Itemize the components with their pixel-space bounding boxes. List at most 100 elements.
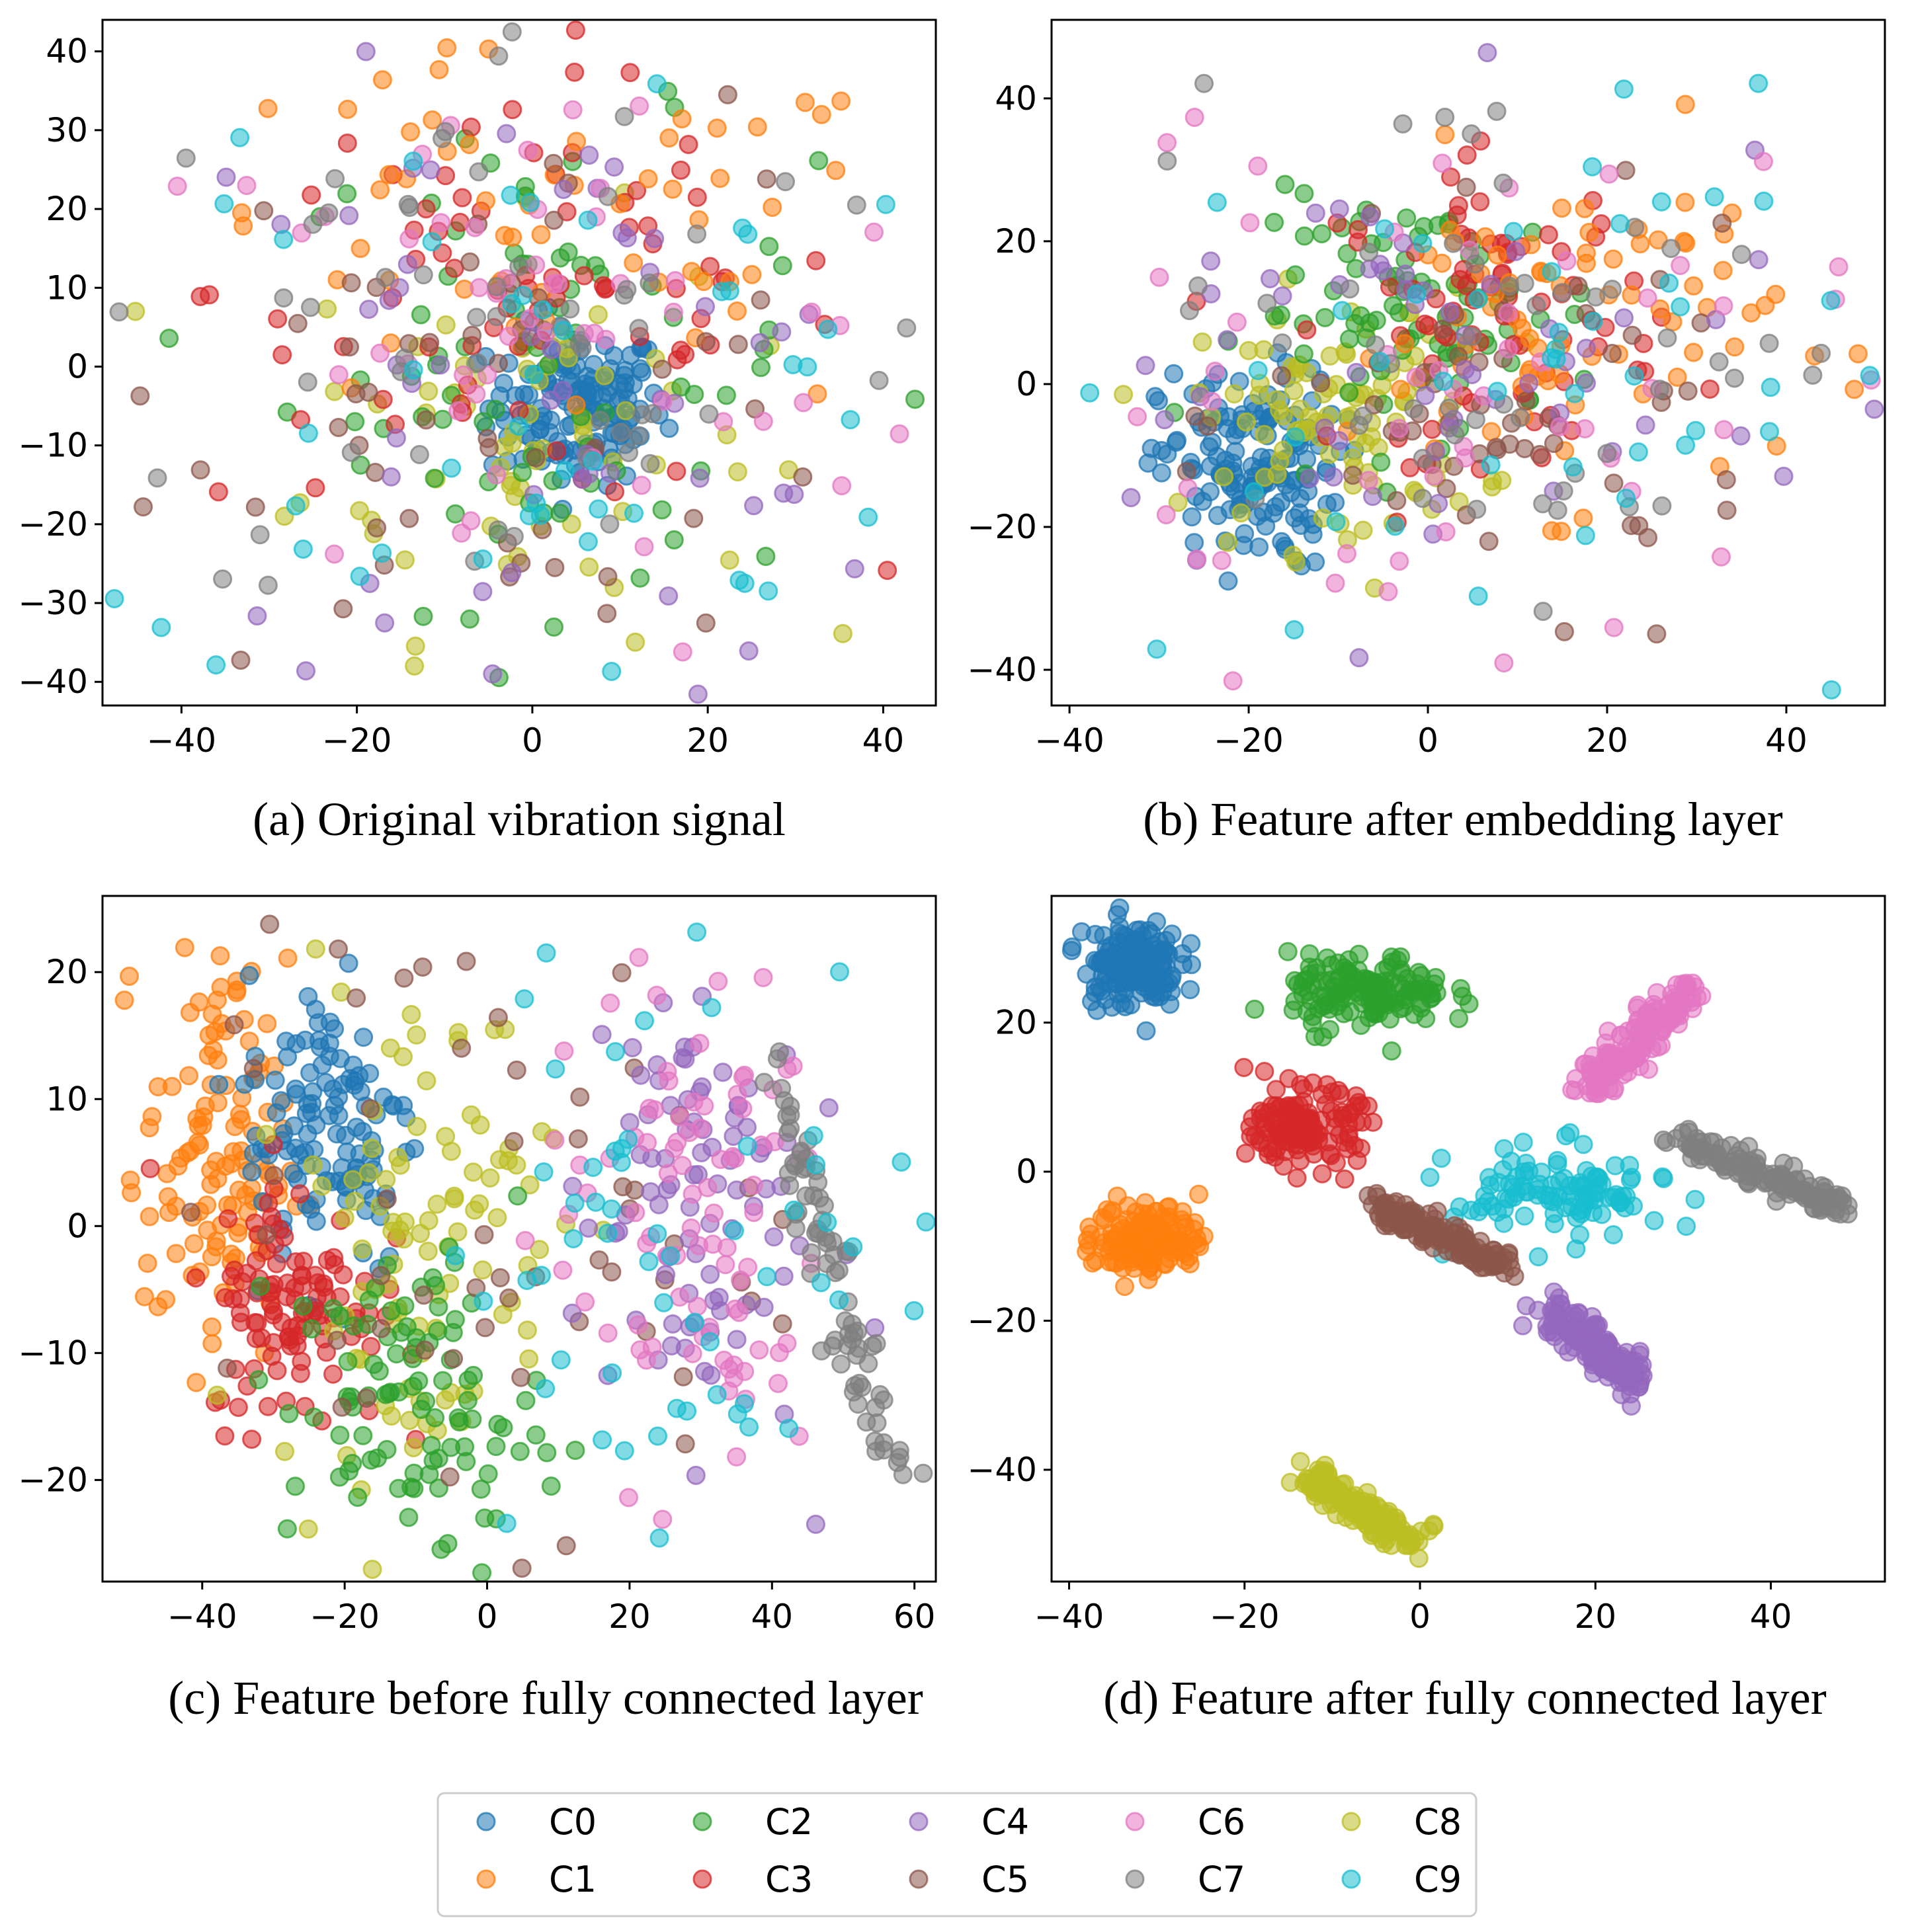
point-c5 — [394, 968, 414, 988]
point-c8 — [1218, 532, 1237, 552]
point-c6 — [1185, 108, 1204, 127]
point-c3 — [1335, 1169, 1354, 1189]
point-c2 — [751, 358, 770, 378]
point-c6 — [1202, 391, 1222, 411]
point-c4 — [541, 390, 561, 410]
point-c5 — [257, 1225, 276, 1245]
y-tick-label: −20 — [18, 1461, 88, 1499]
y-tick-label: 20 — [46, 190, 88, 228]
point-c6 — [708, 971, 728, 991]
point-c9 — [1860, 366, 1880, 385]
point-c9 — [1749, 73, 1768, 93]
point-c6 — [1378, 582, 1398, 602]
point-c8 — [720, 550, 739, 570]
point-c9 — [1754, 191, 1774, 211]
point-c6 — [575, 1292, 595, 1312]
point-c4 — [431, 355, 450, 375]
point-c8 — [1114, 385, 1134, 405]
point-c2 — [429, 1449, 448, 1469]
point-c6 — [1601, 1061, 1620, 1080]
point-c9 — [1481, 455, 1501, 475]
point-c1 — [1189, 1184, 1208, 1204]
point-c7 — [1366, 335, 1386, 355]
point-c3 — [1297, 320, 1317, 340]
point-c9 — [513, 286, 533, 305]
point-c4 — [1614, 308, 1634, 328]
point-c4 — [483, 664, 503, 684]
point-c9 — [1560, 1176, 1580, 1195]
point-c4 — [1315, 418, 1335, 438]
point-c5 — [332, 1397, 352, 1417]
point-c3 — [215, 1426, 235, 1446]
point-c2 — [338, 1351, 358, 1371]
point-c2 — [399, 1508, 419, 1527]
point-c9 — [1577, 1184, 1597, 1204]
point-c1 — [1630, 234, 1650, 254]
point-c9 — [546, 1059, 565, 1079]
point-c1 — [258, 99, 278, 118]
point-c5 — [327, 1330, 347, 1350]
point-c1 — [476, 191, 495, 211]
point-c7 — [640, 273, 659, 293]
point-c7 — [824, 1245, 844, 1265]
point-c9 — [583, 1158, 603, 1177]
point-c5 — [1311, 373, 1331, 393]
point-c8 — [1290, 399, 1310, 419]
point-c0 — [1182, 955, 1202, 975]
point-c9 — [1332, 301, 1352, 321]
point-c7 — [1767, 1191, 1786, 1211]
point-c7 — [629, 319, 649, 339]
point-c7 — [1709, 1150, 1729, 1170]
point-c8 — [345, 1191, 364, 1211]
point-c5 — [356, 1389, 376, 1408]
y-tick-label: −40 — [18, 663, 88, 701]
point-c7 — [831, 1354, 851, 1374]
point-c7 — [1725, 368, 1744, 388]
point-c9 — [1616, 489, 1636, 508]
point-c7 — [1404, 399, 1423, 419]
point-c8 — [1267, 464, 1287, 484]
point-c7 — [509, 257, 529, 276]
point-c6 — [545, 1130, 565, 1150]
point-c8 — [1320, 346, 1340, 366]
point-c2 — [1305, 1027, 1325, 1047]
point-c7 — [325, 169, 345, 188]
point-c1 — [663, 179, 683, 199]
point-c1 — [338, 99, 358, 119]
point-c0 — [1249, 537, 1269, 557]
point-c5 — [1647, 624, 1667, 644]
point-c1 — [437, 38, 457, 58]
point-c1 — [1725, 337, 1745, 357]
point-c7 — [617, 280, 637, 300]
point-c3 — [337, 134, 357, 153]
point-c7 — [786, 1219, 806, 1238]
point-c5 — [504, 1132, 524, 1151]
panel-b-axes: −40 −20 0 20 40 −40 −20 0 20 40 — [967, 79, 1807, 760]
point-c6 — [659, 1071, 679, 1091]
point-c8 — [1249, 385, 1269, 405]
point-c2 — [1406, 981, 1426, 1000]
panel-b-frame — [1050, 19, 1886, 707]
point-c3 — [1347, 1150, 1367, 1170]
point-c9 — [1624, 1196, 1643, 1216]
point-c0 — [267, 1103, 286, 1123]
point-c1 — [351, 239, 370, 259]
point-c6 — [1829, 257, 1849, 277]
point-c7 — [1759, 333, 1779, 353]
point-c8 — [588, 305, 608, 325]
point-c4 — [806, 1514, 825, 1534]
point-c5 — [1368, 1187, 1387, 1207]
point-c6 — [727, 1447, 747, 1467]
point-c6 — [726, 1299, 745, 1319]
point-c2 — [1327, 985, 1347, 1004]
point-c7 — [502, 22, 522, 42]
point-c9 — [1375, 219, 1395, 239]
point-c5 — [365, 463, 385, 482]
point-c5 — [456, 951, 476, 971]
point-c1 — [831, 91, 851, 111]
point-c5 — [371, 1318, 391, 1338]
point-c6 — [735, 1361, 755, 1381]
point-c6 — [487, 465, 507, 485]
point-c2 — [508, 1186, 528, 1206]
point-c7 — [1359, 243, 1379, 262]
